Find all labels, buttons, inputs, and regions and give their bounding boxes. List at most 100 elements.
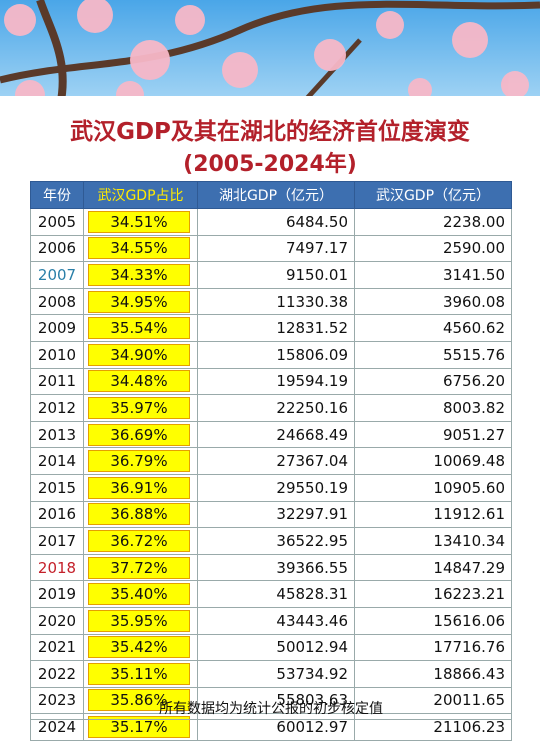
share-highlight: 37.72% [88,556,190,579]
column-header: 武汉GDP（亿元） [354,181,512,209]
wuhan-gdp-cell: 9051.27 [354,420,512,449]
year-cell: 2020 [30,606,84,635]
year-cell: 2016 [30,500,84,529]
hubei-gdp-cell: 15806.09 [197,340,355,369]
hubei-gdp-cell: 39366.55 [197,553,355,582]
hubei-gdp-cell: 32297.91 [197,500,355,529]
table-row: 2012 35.97% 22250.16 8003.82 [30,394,512,422]
column-header: 武汉GDP占比 [83,181,198,209]
share-cell: 36.91% [83,473,198,502]
share-cell: 36.69% [83,420,198,449]
wuhan-gdp-cell: 6756.20 [354,367,512,396]
year-cell: 2018 [30,553,84,582]
year-cell: 2005 [30,208,84,236]
hubei-gdp-cell: 12831.52 [197,314,355,342]
wuhan-gdp-cell: 13410.34 [354,527,512,555]
share-highlight: 36.69% [88,423,190,446]
share-highlight: 34.55% [88,237,190,260]
year-cell: 2008 [30,287,84,316]
table-row: 2023 35.86% 55803.63 20011.65 [30,686,512,715]
share-highlight: 34.90% [88,343,190,366]
year-cell: 2011 [30,367,84,396]
share-highlight: 35.42% [88,636,190,659]
table-row: 2014 36.79% 27367.04 10069.48 [30,447,512,475]
hubei-gdp-cell: 9150.01 [197,261,355,289]
table-row: 2006 34.55% 7497.17 2590.00 [30,234,512,263]
hubei-gdp-cell: 45828.31 [197,580,355,608]
share-cell: 35.40% [83,580,198,608]
hubei-gdp-cell: 22250.16 [197,394,355,422]
wuhan-gdp-cell: 2238.00 [354,208,512,236]
hubei-gdp-cell: 19594.19 [197,367,355,396]
share-cell: 35.54% [83,314,198,342]
share-cell: 34.51% [83,208,198,236]
share-cell: 36.88% [83,500,198,529]
share-highlight: 35.86% [88,689,190,712]
share-highlight: 36.72% [88,529,190,552]
year-cell: 2022 [30,660,84,688]
share-highlight: 36.79% [88,450,190,473]
share-cell: 35.97% [83,394,198,422]
year-cell: 2014 [30,447,84,475]
hubei-gdp-cell: 29550.19 [197,473,355,502]
hubei-gdp-cell: 50012.94 [197,633,355,662]
table-row: 2008 34.95% 11330.38 3960.08 [30,287,512,316]
share-highlight: 34.51% [88,210,190,233]
header-illustration [0,0,540,106]
hubei-gdp-cell: 43443.46 [197,606,355,635]
gdp-table: 年份 武汉GDP占比 湖北GDP（亿元） 武汉GDP（亿元） 2005 34.51% 64… [30,181,512,741]
wuhan-gdp-cell: 11912.61 [354,500,512,529]
share-highlight: 36.91% [88,476,190,499]
wuhan-gdp-cell: 3141.50 [354,261,512,289]
share-highlight: 35.11% [88,662,190,685]
wuhan-gdp-cell: 14847.29 [354,553,512,582]
hubei-gdp-cell: 53734.92 [197,660,355,688]
year-cell: 2021 [30,633,84,662]
table-row: 2016 36.88% 32297.91 11912.61 [30,500,512,529]
hubei-gdp-cell: 24668.49 [197,420,355,449]
share-cell: 35.42% [83,633,198,662]
year-cell: 2013 [30,420,84,449]
share-highlight: 34.33% [88,263,190,286]
wuhan-gdp-cell: 10069.48 [354,447,512,475]
footnote: 所有数据均为统计公报的初步核定值 [30,699,512,720]
share-highlight: 35.95% [88,609,190,632]
year-cell: 2010 [30,340,84,369]
wuhan-gdp-cell: 17716.76 [354,633,512,662]
wuhan-gdp-cell: 2590.00 [354,234,512,263]
table-row: 2021 35.42% 50012.94 17716.76 [30,633,512,662]
share-highlight: 35.40% [88,583,190,606]
share-cell: 34.33% [83,261,198,289]
share-cell: 35.95% [83,606,198,635]
wuhan-gdp-cell: 5515.76 [354,340,512,369]
year-cell: 2012 [30,394,84,422]
wuhan-gdp-cell: 15616.06 [354,606,512,635]
share-cell: 34.55% [83,234,198,263]
share-cell: 34.90% [83,340,198,369]
table-row: 2018 37.72% 39366.55 14847.29 [30,553,512,582]
wuhan-gdp-cell: 3960.08 [354,287,512,316]
wuhan-gdp-cell: 4560.62 [354,314,512,342]
column-header: 湖北GDP（亿元） [197,181,355,209]
table-row: 2010 34.90% 15806.09 5515.76 [30,340,512,369]
table-row: 2015 36.91% 29550.19 10905.60 [30,473,512,502]
share-highlight: 34.48% [88,370,190,393]
year-cell: 2019 [30,580,84,608]
header-row: 年份 武汉GDP占比 湖北GDP（亿元） 武汉GDP（亿元） [30,181,512,209]
table-row: 2009 35.54% 12831.52 4560.62 [30,314,512,342]
wuhan-gdp-cell: 20011.65 [354,686,512,715]
year-cell: 2009 [30,314,84,342]
table-row: 2017 36.72% 36522.95 13410.34 [30,527,512,555]
hubei-gdp-cell: 6484.50 [197,208,355,236]
share-cell: 34.48% [83,367,198,396]
table-row: 2007 34.33% 9150.01 3141.50 [30,261,512,289]
table-row: 2019 35.40% 45828.31 16223.21 [30,580,512,608]
share-highlight: 36.88% [88,503,190,526]
wuhan-gdp-cell: 10905.60 [354,473,512,502]
share-cell: 35.86% [83,686,198,715]
table-row: 2020 35.95% 43443.46 15616.06 [30,606,512,635]
year-cell: 2006 [30,234,84,263]
year-cell: 2017 [30,527,84,555]
wuhan-gdp-cell: 8003.82 [354,394,512,422]
